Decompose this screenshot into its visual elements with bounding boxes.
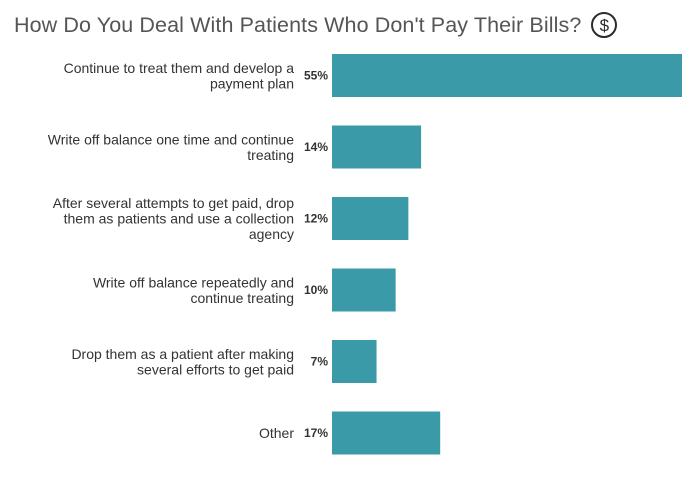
bar-value-label: 17%	[304, 426, 328, 440]
bar-value-label: 7%	[311, 355, 329, 369]
bar-value-label: 12%	[304, 212, 328, 226]
bar	[332, 268, 396, 312]
category-label: Continue to treat them and develop a paym…	[64, 60, 295, 92]
category-label: Write off balance one time and continue t…	[48, 131, 294, 163]
category-label: Other	[259, 425, 294, 441]
chart-header: How Do You Deal With Patients Who Don't …	[14, 8, 690, 42]
category-label: Drop them as a patient after making sever…	[71, 346, 294, 378]
bar	[332, 54, 682, 97]
bar	[332, 125, 422, 169]
chart-title: How Do You Deal With Patients Who Don't …	[14, 12, 582, 37]
dollar-circle-icon: $	[591, 12, 618, 38]
bar-value-label: 10%	[304, 283, 328, 297]
category-label: After several attempts to get paid, drop…	[53, 195, 294, 242]
bar-value-label: 14%	[304, 140, 328, 154]
bar-value-label: 55%	[304, 69, 328, 83]
bar	[332, 340, 377, 383]
bar	[332, 411, 441, 455]
bar	[332, 197, 409, 240]
category-label: Write off balance repeatedly and continue…	[93, 274, 294, 306]
